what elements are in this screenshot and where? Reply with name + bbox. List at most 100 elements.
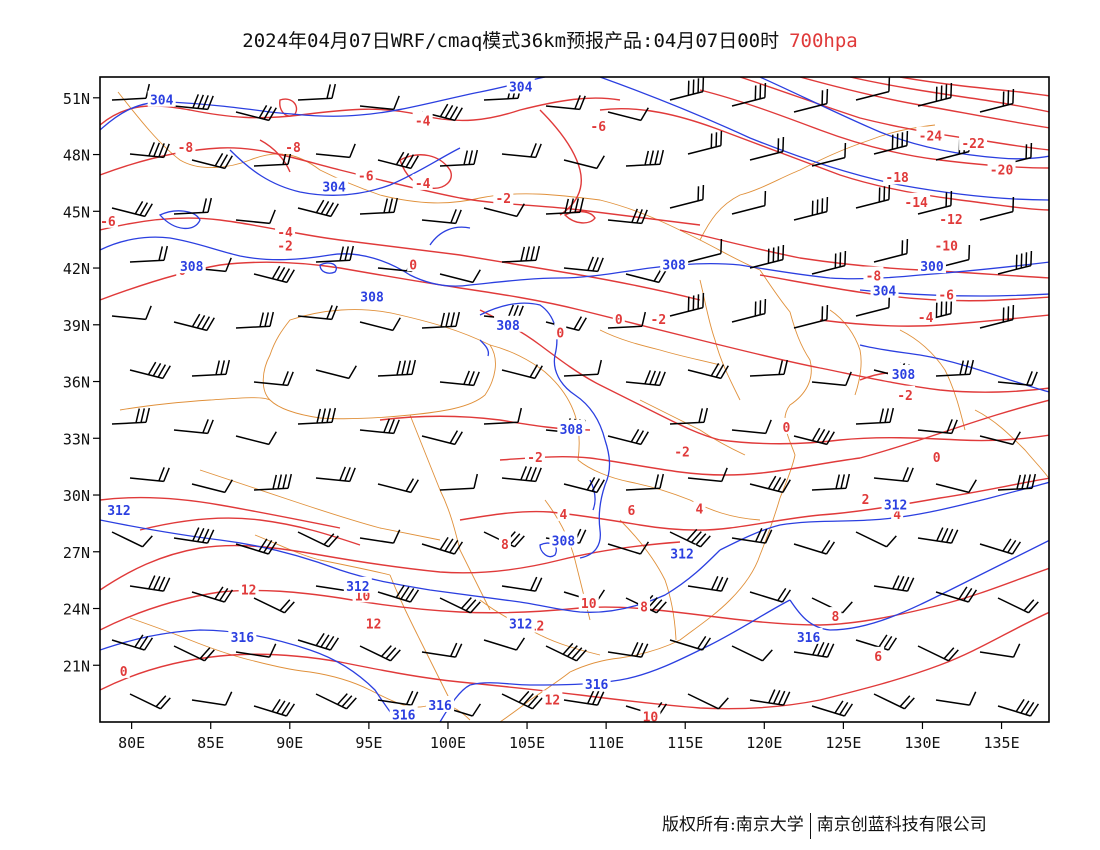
wind-barb [129,693,171,710]
wind-barb [997,597,1039,614]
temperature-contour-label: -8 [866,270,882,285]
wind-barb [483,637,526,651]
wind-barb [625,149,665,167]
contour-label-bg [638,597,651,614]
wind-barb [811,250,847,275]
wind-barb [235,643,277,658]
temperature-contour-label: -20 [990,164,1014,179]
geopotential-contour-label: 304 [150,94,174,109]
lon-tick-label: 130E [904,734,940,752]
contour-label-bg [916,126,945,143]
temperature-contour-label: 8 [501,538,509,553]
wind-barb [607,429,649,446]
wind-barb [173,419,214,435]
contour-label-bg [936,285,957,302]
temperature-contour-label: -24 [919,130,943,145]
copyright-owner: 版权所有:南京大学 [662,815,804,835]
wind-barb [731,419,772,435]
temperature-contour-label: -10 [934,239,958,254]
geopotential-contour-label: 312 [346,580,369,595]
contour-label-bg [177,257,206,274]
wind-barb [669,292,705,317]
wind-barb [793,196,829,221]
contour-label-bg [228,627,257,644]
wind-barb [997,371,1038,387]
geopotential-contour-label: 308 [662,258,686,273]
wind-barb [421,430,463,446]
wind-barb [935,586,978,603]
title-main: 2024年04月07日WRF/cmaq模式36km预报产品:04月07日00时 [242,30,780,52]
wind-barb [501,576,543,592]
geopotential-contour-label: 312 [509,618,532,633]
temperature-contour-label: -6 [938,289,954,304]
wind-barb [687,575,729,592]
lat-tick-label: 27N [63,544,90,562]
contour-label-bg [407,255,420,272]
wind-barb [501,143,542,159]
temperature-contour-label: -2 [897,389,913,404]
contour-label-bg [412,173,433,190]
wind-barb [439,473,479,491]
lon-tick-label: 95E [355,734,382,752]
wind-barb [997,473,1037,491]
temperature-contours [100,77,1049,710]
temperature-contour-label: 10 [643,710,659,725]
wind-barb [917,419,958,435]
wind-barb [439,149,479,167]
contour-label-bg [883,168,912,185]
contour-label-bg [612,310,625,327]
contour-label-bg [578,593,599,610]
contour-label-bg [915,308,936,325]
wind-barb [111,305,152,321]
temperature-contour-label: -6 [358,169,374,184]
wind-barb [483,203,525,218]
wind-barb [191,479,233,494]
map-title: 2024年04月07日WRF/cmaq模式36km预报产品:04月07日00时 7… [0,26,1100,53]
temperature-contour-label: -12 [939,213,962,228]
wind-barb [235,311,275,329]
geopotential-contour-label: 308 [892,368,916,383]
lon-tick-label: 90E [276,734,303,752]
wind-barb [731,298,767,323]
contour-label-bg [506,77,535,94]
wind-barb [607,311,647,329]
wind-barb [501,364,543,380]
contour-label-bg [829,607,842,624]
contour-label-bg [588,117,609,134]
wind-barb [315,245,355,263]
wind-barb [607,208,648,225]
wind-barb [545,642,587,662]
contour-label-bg [640,707,661,722]
contour-label-bg [282,137,303,154]
contour-label-bg [320,177,349,194]
wind-barb [483,407,523,425]
wind-barb [669,77,705,101]
wind-barb [253,473,293,491]
temperature-contour-label: -2 [651,313,667,328]
geopotential-contour-label: 308 [552,534,576,549]
wind-barb [793,641,835,658]
contour-label-bg [506,614,535,631]
contour-label-bg [557,504,570,521]
wind-barb [297,199,339,218]
temperature-contour-label: 0 [783,421,791,436]
temperature-contour-label: 12 [545,693,561,708]
wind-barb [979,643,1021,658]
wind-barb [855,77,891,101]
lon-tick-label: 125E [825,734,861,752]
wind-barb [669,184,705,209]
lat-tick-label: 45N [63,203,90,221]
lat-tick-label: 30N [63,487,90,505]
lon-tick-label: 100E [430,734,466,752]
geopotential-contour-label: 316 [797,631,821,646]
wind-barb [793,539,836,555]
contour-label-bg [355,166,376,183]
wind-barb [811,371,852,387]
wind-barb [687,467,728,483]
wind-barb [501,245,541,263]
temperature-contour-label: -8 [285,141,301,156]
longitude-axis: 80E 85E 90E 95E 100E 105E 110E 115E 120E 125E 130E… [118,722,1020,752]
wind-barb [173,527,215,544]
wind-barb [297,83,337,101]
temperature-contour-label: 6 [874,650,882,665]
